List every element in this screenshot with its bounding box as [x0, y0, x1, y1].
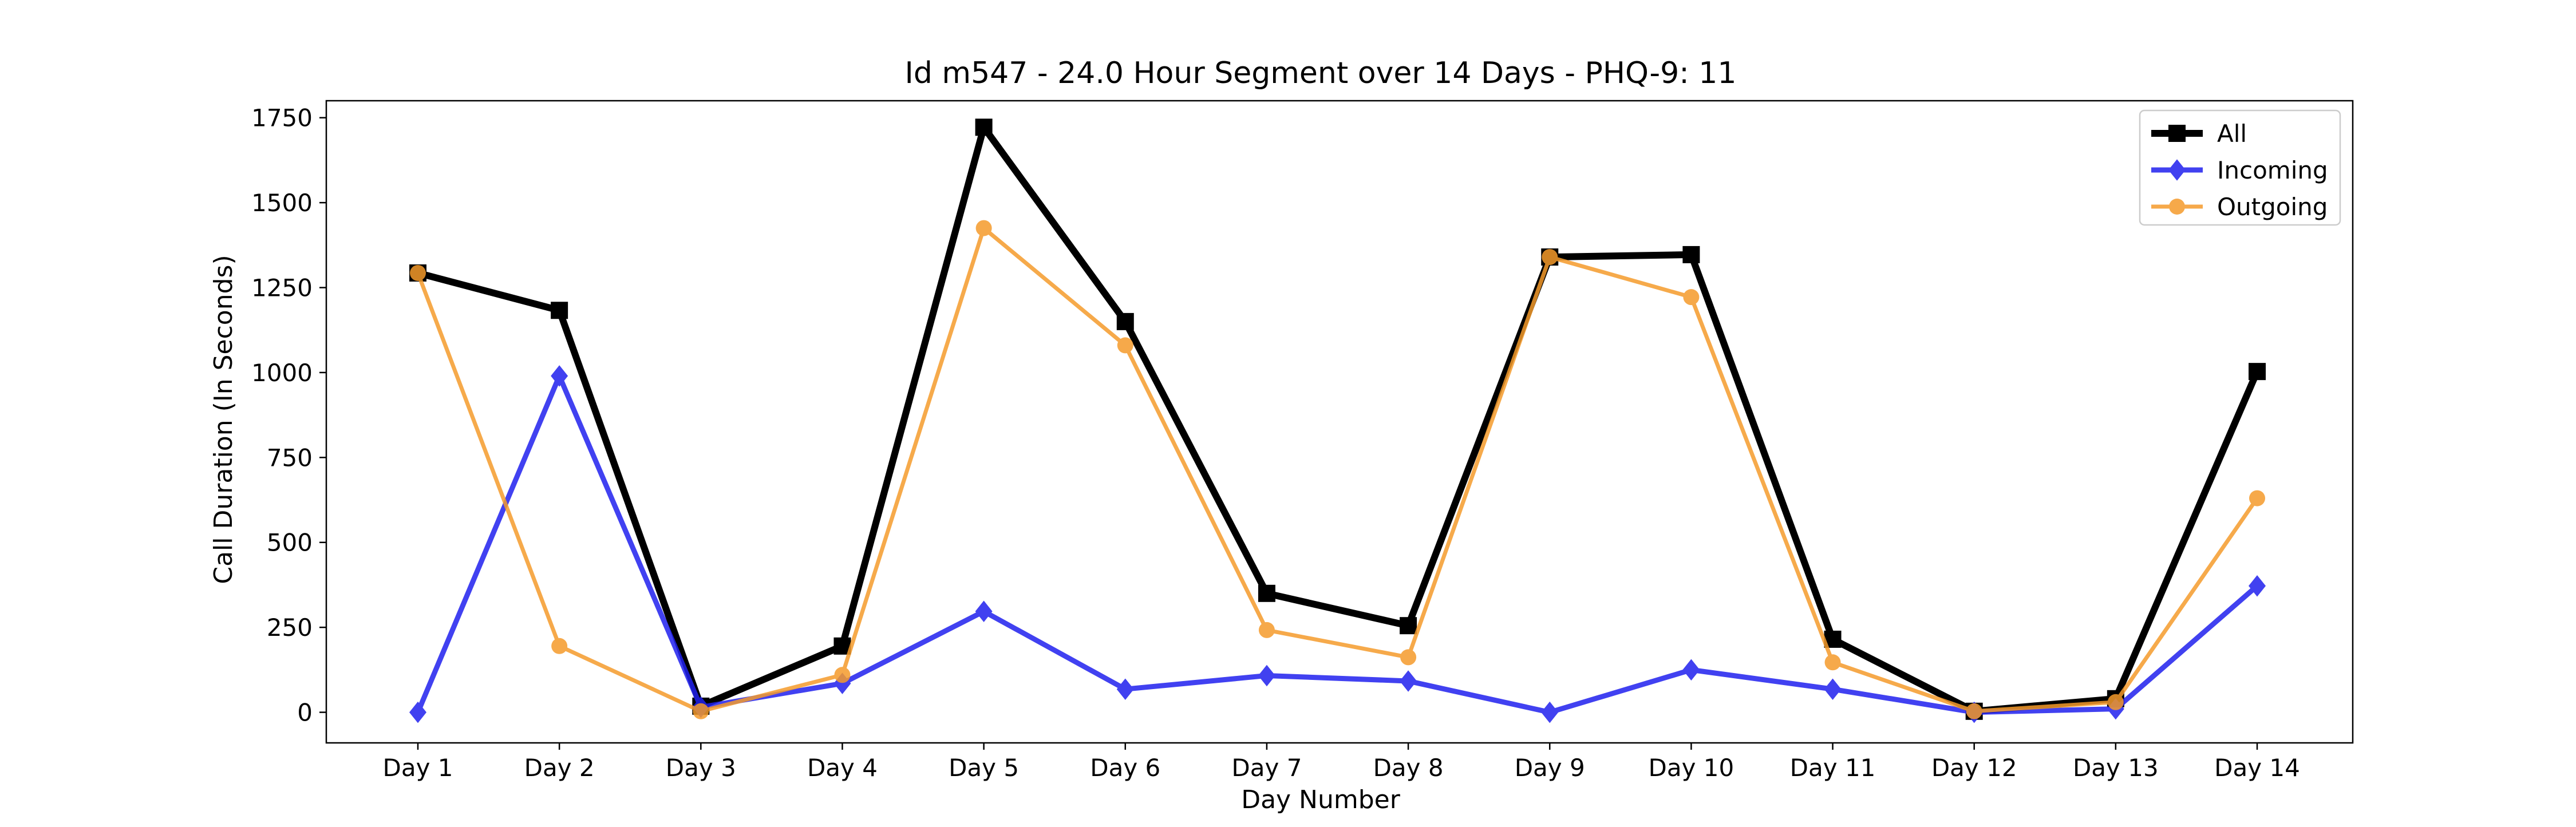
legend-marker	[2169, 199, 2185, 215]
data-point	[693, 703, 709, 719]
data-point	[1116, 312, 1134, 330]
data-point	[1824, 654, 1841, 671]
y-axis-label: Call Duration (In Seconds)	[209, 255, 238, 584]
y-tick-label: 750	[267, 444, 313, 472]
plot-frame	[325, 100, 2354, 744]
x-tick-label: Day 10	[1649, 754, 1735, 782]
plot-area: Day 1 Day 2 Day 3 Day 4 Day 5 Day 6 Day 7 Day 8…	[251, 100, 2354, 782]
data-point	[551, 638, 568, 654]
x-tick-label: Day 2	[524, 754, 595, 782]
y-tick-label: 1250	[251, 274, 313, 302]
x-tick-label: Day 11	[1790, 754, 1876, 782]
data-point	[409, 701, 426, 723]
legend-label: Incoming	[2217, 156, 2328, 184]
data-point	[1682, 246, 1700, 263]
data-point	[834, 667, 851, 683]
legend-marker	[2168, 159, 2186, 181]
x-tick-label: Day 13	[2073, 754, 2159, 782]
data-point	[551, 302, 568, 319]
x-tick-label: Day 1	[382, 754, 453, 782]
data-point	[2249, 363, 2266, 381]
data-point	[1117, 337, 1133, 354]
chart-title: Id m547 - 24.0 Hour Segment over 14 Days…	[905, 56, 1737, 90]
legend-label: Outgoing	[2217, 193, 2328, 221]
data-point	[1541, 701, 1559, 723]
data-point	[2249, 575, 2266, 597]
data-point	[2249, 490, 2265, 507]
data-point	[2107, 694, 2124, 710]
y-tick-label: 1750	[251, 104, 313, 132]
x-tick-label: Day 8	[1373, 754, 1444, 782]
data-point	[410, 264, 426, 281]
data-point	[1400, 649, 1417, 666]
legend-label: All	[2217, 120, 2247, 148]
data-point	[1683, 289, 1700, 306]
data-point	[975, 118, 993, 136]
legend-item	[2151, 125, 2203, 142]
x-tick-label: Day 9	[1515, 754, 1585, 782]
data-point	[1542, 249, 1558, 266]
data-point	[1682, 659, 1700, 681]
data-point	[1258, 664, 1275, 687]
legend-item	[2151, 159, 2203, 181]
series-outgoing	[410, 220, 2265, 719]
data-point	[975, 220, 992, 236]
data-point	[1258, 584, 1275, 602]
data-point	[1966, 703, 1982, 719]
y-tick-label: 1500	[251, 189, 313, 217]
x-tick-label: Day 5	[949, 754, 1019, 782]
x-tick-label: Day 14	[2214, 754, 2300, 782]
y-tick-label: 250	[267, 614, 313, 642]
x-tick-label: Day 6	[1090, 754, 1160, 782]
y-tick-label: 1000	[251, 359, 313, 387]
data-point	[1258, 622, 1275, 638]
data-point	[551, 365, 568, 387]
x-tick-label: Day 4	[807, 754, 878, 782]
data-point	[1400, 670, 1417, 692]
series-line	[416, 226, 2259, 714]
series-line	[414, 124, 2261, 715]
data-point	[1116, 678, 1134, 700]
data-point	[1400, 617, 1417, 635]
data-point	[1824, 678, 1842, 700]
y-tick-label: 500	[267, 529, 313, 557]
legend-box	[2139, 109, 2341, 226]
legend: All Incoming Outgoing	[2139, 109, 2341, 226]
x-tick-label: Day 7	[1231, 754, 1302, 782]
x-tick-label: Day 12	[1931, 754, 2017, 782]
legend-marker	[2168, 125, 2186, 142]
data-point	[975, 600, 993, 623]
x-axis-label: Day Number	[1241, 785, 1401, 814]
y-tick-label: 0	[297, 699, 313, 727]
legend-item	[2151, 199, 2203, 215]
x-tick-label: Day 3	[666, 754, 736, 782]
